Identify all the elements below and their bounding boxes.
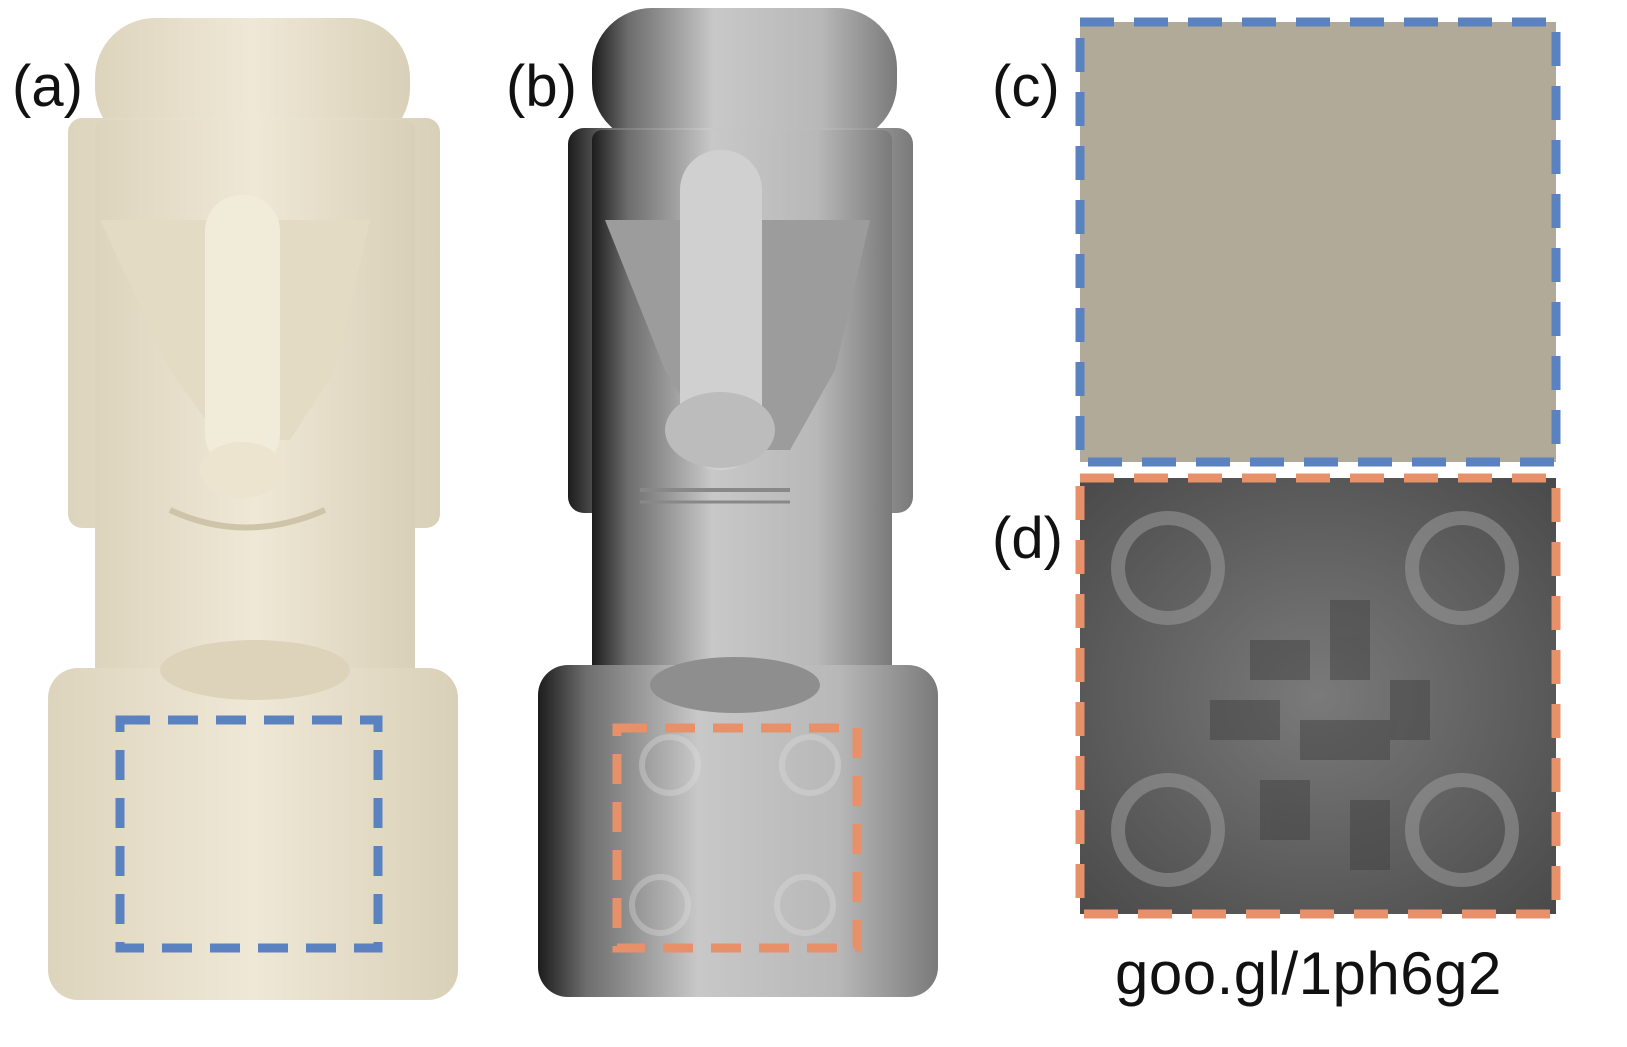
url-caption: goo.gl/1ph6g2 xyxy=(1115,940,1502,1007)
qr-code-closeup xyxy=(1111,511,1519,887)
label-b: (b) xyxy=(506,54,577,119)
label-a: (a) xyxy=(12,54,83,119)
label-d: (d) xyxy=(992,506,1063,571)
statue-b-shape xyxy=(538,8,938,997)
statue-a-shape xyxy=(48,18,458,1000)
label-c: (c) xyxy=(992,54,1060,119)
